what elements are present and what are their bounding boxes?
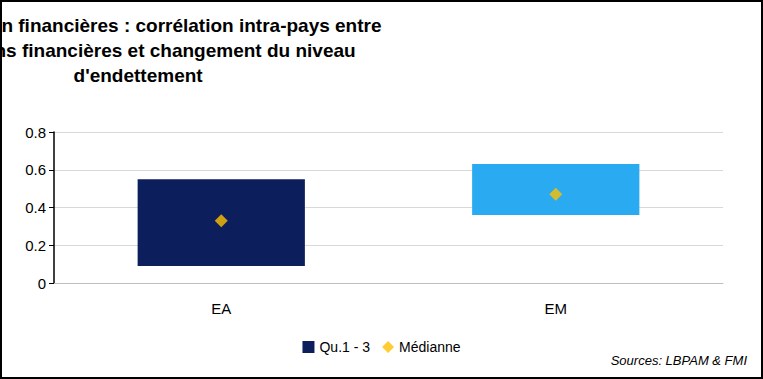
svg-text:0.6: 0.6 — [25, 161, 46, 178]
svg-text:conditions financières et chan: conditions financières et changement du … — [2, 40, 356, 61]
svg-text:0.2: 0.2 — [25, 237, 46, 254]
svg-text:EM: EM — [545, 300, 568, 317]
svg-text:d'endettement: d'endettement — [74, 65, 204, 86]
svg-text:Sociétés non financières : cor: Sociétés non financières : corrélation i… — [2, 15, 382, 36]
svg-text:Médianne: Médianne — [399, 339, 461, 355]
svg-text:Sources: LBPAM & FMI: Sources: LBPAM & FMI — [611, 353, 748, 368]
svg-text:Qu.1 - 3: Qu.1 - 3 — [319, 339, 370, 355]
svg-text:0: 0 — [38, 275, 46, 292]
svg-text:0.8: 0.8 — [25, 124, 46, 141]
svg-text:EA: EA — [211, 300, 231, 317]
svg-text:0.4: 0.4 — [25, 199, 46, 216]
